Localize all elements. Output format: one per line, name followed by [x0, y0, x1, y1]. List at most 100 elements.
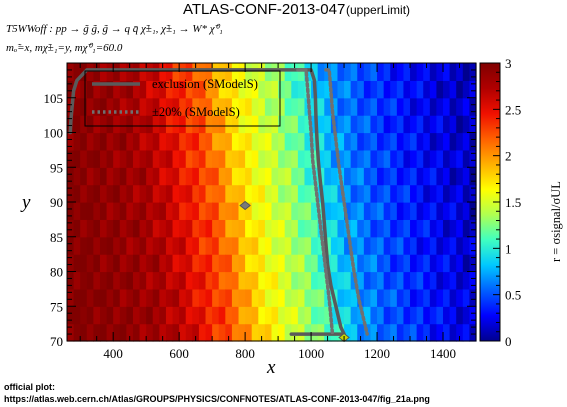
- heatmap-cell: [231, 132, 240, 151]
- heatmap-cell: [423, 288, 431, 307]
- heatmap-cell: [192, 219, 200, 238]
- heatmap-cell: [377, 288, 385, 307]
- heatmap-cell: [212, 219, 220, 238]
- heatmap-cell: [390, 97, 398, 116]
- heatmap-cell: [410, 236, 418, 255]
- heatmap-cell: [423, 254, 431, 273]
- heatmap-cell: [370, 167, 378, 186]
- heatmap-cell: [245, 323, 253, 342]
- heatmap-cell: [291, 288, 299, 307]
- heatmap-cell: [139, 97, 147, 116]
- heatmap-cell: [443, 167, 451, 186]
- x-tick-label: 1400: [430, 346, 456, 361]
- x-tick-label: 1200: [364, 346, 390, 361]
- heatmap-cell: [132, 167, 141, 186]
- heatmap-cell: [132, 184, 141, 203]
- heatmap-cell: [99, 236, 108, 255]
- y-tick-label: 80: [50, 265, 63, 280]
- heatmap-cell: [462, 149, 471, 168]
- heatmap-cell: [179, 132, 187, 151]
- heatmap-cell: [357, 167, 365, 186]
- heatmap-cell: [396, 80, 405, 99]
- x-tick-label: 800: [235, 346, 255, 361]
- heatmap-cell: [99, 288, 108, 307]
- heatmap-cell: [146, 323, 154, 342]
- heatmap-cell: [304, 202, 312, 220]
- heatmap-cell: [152, 115, 160, 134]
- heatmap-cell: [172, 115, 180, 134]
- heatmap-cell: [146, 306, 154, 325]
- heatmap-cell: [284, 97, 292, 116]
- heatmap-cell: [370, 288, 378, 307]
- heatmap-cell: [218, 323, 226, 342]
- heatmap-cell: [462, 271, 471, 290]
- heatmap-cell: [93, 288, 101, 307]
- heatmap-cell: [449, 149, 457, 168]
- heatmap-cell: [396, 202, 405, 220]
- heatmap-cell: [410, 97, 418, 116]
- heatmap-cell: [410, 288, 418, 307]
- heatmap-cell: [205, 271, 213, 290]
- heatmap-cell: [436, 306, 444, 325]
- heatmap-cell: [390, 132, 398, 151]
- heatmap-cell: [245, 132, 253, 151]
- heatmap-cell: [113, 115, 121, 134]
- heatmap-cell: [396, 271, 405, 290]
- heatmap-cell: [456, 236, 464, 255]
- heatmap-cell: [159, 132, 167, 151]
- heatmap-cell: [80, 202, 88, 220]
- heatmap-cell: [416, 323, 424, 342]
- heatmap-cell: [403, 254, 411, 273]
- heatmap-cell: [185, 132, 193, 151]
- heatmap-cell: [462, 219, 471, 238]
- heatmap-cell: [264, 306, 273, 325]
- heatmap-cell: [119, 115, 127, 134]
- heatmap-cell: [119, 236, 127, 255]
- heatmap-cell: [350, 202, 358, 220]
- heatmap-cell: [383, 167, 391, 186]
- heatmap-cell: [330, 167, 339, 186]
- heatmap-cell: [469, 80, 477, 99]
- heatmap-cell: [330, 132, 339, 151]
- heatmap-cell: [198, 184, 207, 203]
- heatmap-cell: [245, 80, 253, 99]
- heatmap-cell: [377, 63, 385, 81]
- heatmap-cell: [449, 115, 457, 134]
- heatmap-cell: [291, 132, 299, 151]
- heatmap-cell: [317, 63, 325, 81]
- heatmap-cell: [396, 219, 405, 238]
- heatmap-cell: [185, 115, 193, 134]
- heatmap-cell: [258, 202, 266, 220]
- heatmap-cell: [258, 306, 266, 325]
- heatmap-cell: [278, 80, 286, 99]
- heatmap-cell: [212, 97, 220, 116]
- heatmap-cell: [377, 149, 385, 168]
- heatmap-cell: [449, 202, 457, 220]
- heatmap-cell: [86, 167, 94, 186]
- heatmap-cell: [172, 184, 180, 203]
- heatmap-cell: [126, 236, 134, 255]
- heatmap-cell: [383, 202, 391, 220]
- heatmap-cell: [251, 306, 259, 325]
- heatmap-cell: [245, 97, 253, 116]
- heatmap-cell: [324, 149, 332, 168]
- heatmap-cell: [80, 219, 88, 238]
- heatmap-cell: [99, 323, 108, 342]
- heatmap-cell: [152, 288, 160, 307]
- heatmap-cell: [436, 132, 444, 151]
- heatmap-cell: [311, 271, 319, 290]
- heatmap-cell: [185, 271, 193, 290]
- heatmap-cell: [146, 97, 154, 116]
- heatmap-cell: [264, 288, 273, 307]
- heatmap-cell: [410, 254, 418, 273]
- heatmap-cell: [93, 115, 101, 134]
- heatmap-cell: [462, 323, 471, 342]
- heatmap-cell: [304, 115, 312, 134]
- heatmap-cell: [126, 167, 134, 186]
- heatmap-cell: [357, 97, 365, 116]
- heatmap-cell: [99, 219, 108, 238]
- heatmap-cell: [113, 97, 121, 116]
- heatmap-cell: [271, 184, 279, 203]
- heatmap-cell: [119, 97, 127, 116]
- heatmap-cell: [449, 97, 457, 116]
